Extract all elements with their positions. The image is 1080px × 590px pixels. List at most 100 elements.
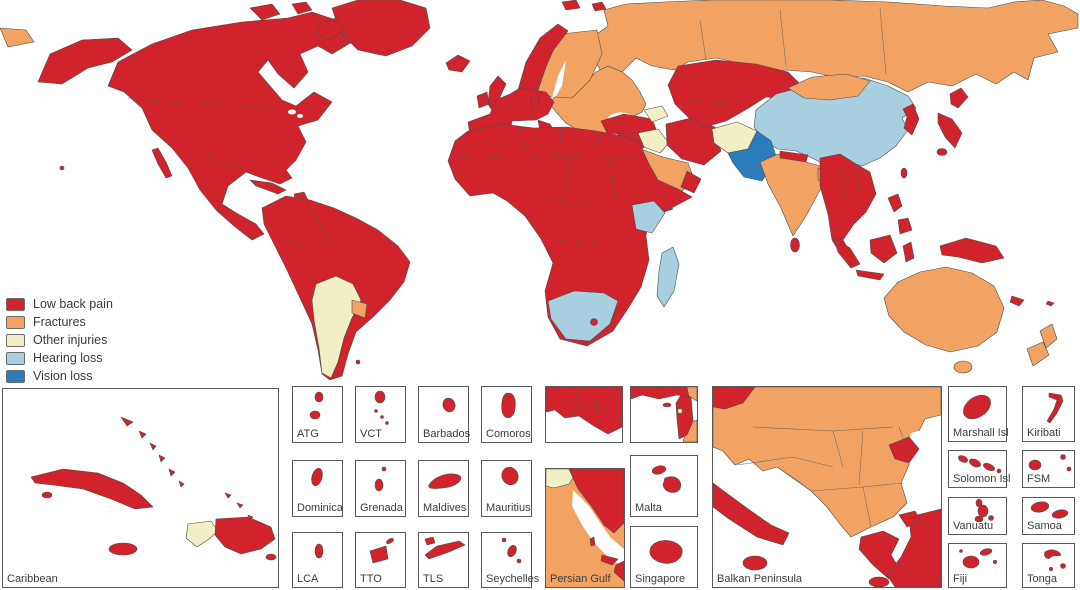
island [1060,454,1066,460]
balkan-map [713,387,941,587]
region-philippines [887,193,913,235]
inset-comoros: Comoros [481,386,532,443]
region-balkan-peloponnese [868,576,890,587]
baltic-sea [552,60,566,98]
inset-balkan: Balkan Peninsula [712,386,942,588]
region-em-turkey [631,387,690,400]
comoros-map [501,392,516,418]
inset-vanuatu: Vanuatu [948,497,1007,535]
region-cyprus [662,402,672,408]
region-balkan-turkey [886,508,941,587]
region-kenya [631,200,666,234]
legend-label-vision-loss: Vision loss [33,369,93,383]
inset-label-tto: TTO [360,573,382,586]
island [501,537,507,543]
region-pg-qatar [589,536,596,547]
fsm-map [1028,454,1072,472]
seychelles-map [501,537,522,564]
inset-label-caribbean: Caribbean [7,573,58,586]
legend-item-low-back-pain: Low back pain [6,295,113,313]
island [959,549,963,553]
region-bahamas [120,416,185,488]
legend-label-low-back-pain: Low back pain [33,297,113,311]
inset-seychelles: Seychelles [481,532,539,588]
inset-solomon: Solomon Isl [948,450,1010,488]
inset-label-singapore: Singapore [635,573,686,586]
region-alaska [37,37,133,85]
island [1048,566,1053,571]
region-balkan-sicily [742,555,768,571]
region-africa [447,123,693,347]
region-puerto-rico [265,553,277,561]
island [1066,466,1072,472]
inset-tls: TLS [418,532,469,588]
lca-map [314,543,324,559]
island [516,558,522,564]
legend: Low back pain Fractures Other injuries H… [6,295,113,385]
solomon-map [957,455,1002,474]
island [380,415,384,419]
dominica-map [311,467,323,487]
inset-label-samoa: Samoa [1027,520,1062,533]
region-pg-uae-oman [600,554,624,582]
tonga-map [1044,549,1066,571]
persian-gulf-water [572,490,624,567]
region-baja [151,147,173,179]
island [501,466,519,486]
island [428,473,462,489]
island [1030,501,1050,513]
island [996,468,1002,474]
legend-item-vision-loss: Vision loss [6,367,113,385]
legend-item-other-injuries: Other injuries [6,331,113,349]
inset-label-vct: VCT [360,428,382,441]
legend-label-fractures: Fractures [33,315,86,329]
inset-vct: VCT [355,386,406,443]
region-new-guinea [939,237,1005,264]
region-malta-main [662,476,681,493]
vanuatu-map [974,498,994,522]
legend-swatch-vision-loss [6,369,25,383]
inset-label-barbados: Barbados [423,428,471,441]
region-australia [883,266,1005,353]
inset-label-vanuatu: Vanuatu [953,520,994,533]
region-hawaii [59,165,65,171]
region-caucasus [643,105,669,123]
kiribati-map [1046,392,1064,424]
island [386,538,394,544]
grenada-map [374,466,387,492]
region-argentina [311,275,362,379]
inset-dominica: Dominica [292,460,343,517]
region-ireland [476,91,490,109]
inset-samoa: Samoa [1022,497,1075,535]
black-sea-inset [907,425,941,497]
region-iraq [637,128,670,154]
atg-map [309,391,324,420]
region-se-asia [819,153,877,257]
region-pg-iran [568,469,624,534]
island [381,466,387,472]
west-africa-map [546,387,622,435]
region-uruguay [351,299,368,319]
region-cuba [30,468,154,510]
region-tasmania [953,360,973,374]
island [957,455,969,463]
inset-west-africa: West Africa [545,386,623,443]
island [962,555,980,569]
inset-tto: TTO [355,532,406,588]
inset-fiji: Fiji [948,543,1007,588]
inset-malta: Malta [630,455,698,517]
border-lines-africa [454,125,636,246]
inset-marshall: Marshall Isl [948,386,1009,442]
island [374,409,378,413]
island [974,515,984,522]
border-lines-asia [689,7,887,201]
tto-map [369,538,394,564]
inset-persian-gulf: Persian Gulf [545,468,625,588]
region-pg-iraq [546,469,580,489]
region-kyushu [936,148,948,156]
inset-fsm: FSM [1022,450,1075,488]
inset-label-fsm: FSM [1027,473,1051,486]
region-norway [517,23,569,94]
island [1060,563,1066,569]
